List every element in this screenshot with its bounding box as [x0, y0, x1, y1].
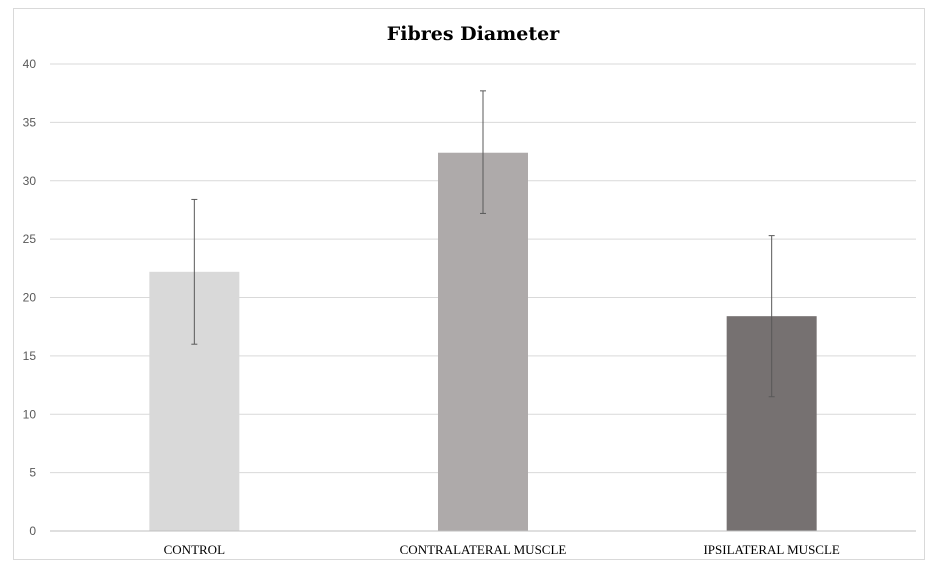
y-tick-label: 0 — [29, 524, 36, 538]
y-tick-label: 20 — [23, 291, 37, 305]
y-tick-label: 35 — [23, 115, 37, 129]
y-tick-label: 30 — [23, 174, 37, 188]
x-tick-label: CONTROL — [164, 542, 225, 557]
y-tick-label: 15 — [23, 349, 37, 363]
x-tick-label: CONTRALATERAL MUSCLE — [400, 542, 567, 557]
y-axis-ticks: 0 5 10 15 20 25 30 35 40 — [23, 57, 37, 538]
x-tick-label: IPSILATERAL MUSCLE — [703, 542, 839, 557]
y-tick-label: 10 — [23, 407, 37, 421]
y-tick-label: 40 — [23, 57, 37, 71]
error-bar — [191, 198, 198, 345]
y-tick-label: 5 — [29, 466, 36, 480]
error-bar — [768, 235, 775, 398]
bar — [438, 152, 528, 532]
y-tick-label: 25 — [23, 232, 37, 246]
error-bar — [480, 90, 486, 214]
error-bars — [191, 90, 775, 398]
chart-title: Fibres Diameter — [387, 23, 560, 45]
x-axis-labels: CONTROL CONTRALATERAL MUSCLE IPSILATERAL M… — [164, 542, 840, 557]
